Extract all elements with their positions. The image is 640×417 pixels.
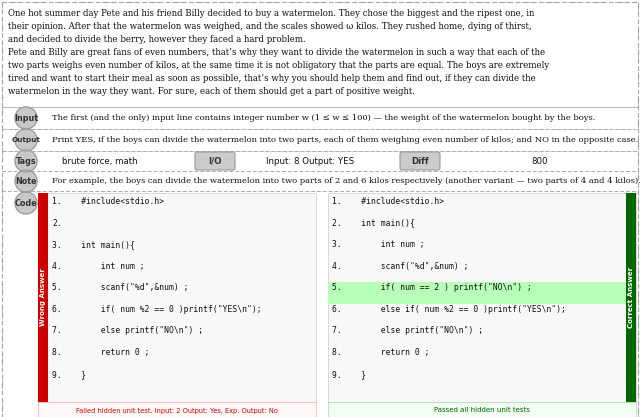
Text: Wrong Answer: Wrong Answer (40, 269, 46, 327)
Text: 6.        else if( num %2 == 0 )printf("YES\n");: 6. else if( num %2 == 0 )printf("YES\n")… (332, 305, 566, 314)
Text: 2.    int main(){: 2. int main(){ (332, 219, 415, 228)
Circle shape (15, 170, 37, 192)
Bar (328, 193, 636, 402)
Text: 3.    int main(){: 3. int main(){ (52, 240, 135, 249)
Text: 7.        else printf("NO\n") ;: 7. else printf("NO\n") ; (52, 327, 203, 335)
Text: Code: Code (15, 198, 37, 208)
Text: 6.        if( num %2 == 0 )printf("YES\n");: 6. if( num %2 == 0 )printf("YES\n"); (52, 305, 262, 314)
Text: 9.    }: 9. } (52, 369, 86, 379)
Circle shape (15, 129, 37, 151)
Text: 5.        scanf("%d",&num) ;: 5. scanf("%d",&num) ; (52, 283, 189, 292)
Text: 8.        return 0 ;: 8. return 0 ; (332, 348, 429, 357)
Text: I/O: I/O (208, 156, 221, 166)
Bar (2, 129, 638, 151)
Text: 5.        if( num == 2 ) printf("NO\n") ;: 5. if( num == 2 ) printf("NO\n") ; (332, 283, 532, 292)
Bar (38, 193, 48, 402)
Bar (626, 193, 636, 402)
Circle shape (15, 150, 37, 172)
Text: Output: Output (12, 137, 40, 143)
Text: 1.    #include<stdio.h>: 1. #include<stdio.h> (332, 197, 444, 206)
Text: Correct Answer: Correct Answer (628, 267, 634, 328)
Text: Failed hidden unit test. Input: 2 Output: Yes, Exp. Output: No: Failed hidden unit test. Input: 2 Output… (76, 407, 278, 414)
Bar (328, 282, 626, 304)
FancyBboxPatch shape (195, 152, 235, 170)
Bar (2, 151, 638, 171)
Text: their opinion. After that the watermelon was weighed, and the scales showed ω ki: their opinion. After that the watermelon… (8, 22, 532, 31)
Text: Print YES, if the boys can divide the watermelon into two parts, each of them we: Print YES, if the boys can divide the wa… (52, 136, 638, 144)
Bar (328, 402, 636, 417)
Text: Diff: Diff (411, 156, 429, 166)
Text: Input: 8 Output: YES: Input: 8 Output: YES (266, 156, 354, 166)
Text: 2.: 2. (52, 219, 61, 228)
Text: 7.        else printf("NO\n") ;: 7. else printf("NO\n") ; (332, 327, 483, 335)
Text: For example, the boys can divide the watermelon into two parts of 2 and 6 kilos : For example, the boys can divide the wat… (52, 177, 640, 185)
Text: 1.    #include<stdio.h>: 1. #include<stdio.h> (52, 197, 164, 206)
Text: 4.        scanf("%d",&num) ;: 4. scanf("%d",&num) ; (332, 262, 468, 271)
Text: The first (and the only) input line contains integer number w (1 ≤ w ≤ 100) — th: The first (and the only) input line cont… (52, 114, 595, 122)
Text: Note: Note (15, 176, 36, 186)
Bar (2, 2, 638, 107)
Circle shape (15, 192, 37, 214)
Text: Pete and Billy are great fans of even numbers, that’s why they want to divide th: Pete and Billy are great fans of even nu… (8, 48, 545, 57)
Bar (2, 171, 638, 191)
Text: 3.        int num ;: 3. int num ; (332, 240, 424, 249)
FancyBboxPatch shape (400, 152, 440, 170)
Text: Tags: Tags (16, 156, 36, 166)
Text: Input: Input (14, 113, 38, 123)
Text: 4.        int num ;: 4. int num ; (52, 262, 145, 271)
Text: brute force, math: brute force, math (62, 156, 138, 166)
Bar (38, 193, 316, 402)
Text: 800: 800 (532, 156, 548, 166)
Text: tired and want to start their meal as soon as possible, that’s why you should he: tired and want to start their meal as so… (8, 74, 536, 83)
Text: and decided to divide the berry, however they faced a hard problem.: and decided to divide the berry, however… (8, 35, 306, 44)
Circle shape (15, 107, 37, 129)
Bar (38, 402, 316, 417)
Text: watermelon in the way they want. For sure, each of them should get a part of pos: watermelon in the way they want. For sur… (8, 87, 415, 96)
Text: Passed all hidden unit tests: Passed all hidden unit tests (434, 407, 530, 414)
Text: One hot summer day Pete and his friend Billy decided to buy a watermelon. They c: One hot summer day Pete and his friend B… (8, 9, 534, 18)
Text: 9.    }: 9. } (332, 369, 366, 379)
Bar (2, 107, 638, 129)
Text: two parts weighs even number of kilos, at the same time it is not obligatory tha: two parts weighs even number of kilos, a… (8, 61, 549, 70)
Bar (2, 191, 638, 417)
Text: 8.        return 0 ;: 8. return 0 ; (52, 348, 150, 357)
